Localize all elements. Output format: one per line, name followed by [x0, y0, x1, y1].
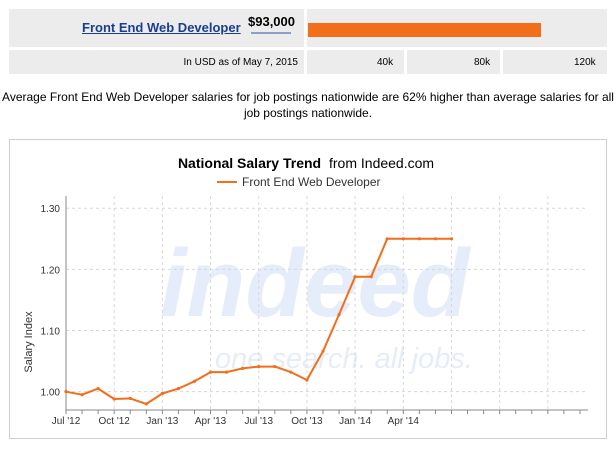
series-point	[433, 237, 438, 241]
salary-underline	[251, 32, 291, 34]
series-point	[305, 378, 309, 382]
chart-title: National Salary Trend from Indeed.com	[178, 155, 434, 171]
series-point	[80, 393, 84, 397]
series-point	[144, 402, 148, 406]
chart-panel: indeed one search. all jobs. National Sa…	[9, 139, 607, 439]
y-tick-label: 1.20	[41, 265, 61, 276]
y-tick-label: 1.00	[41, 388, 61, 399]
x-tick-label: Oct '13	[291, 416, 323, 427]
x-tick-label: Jul '12	[52, 416, 81, 427]
series-point	[369, 275, 373, 279]
series-point	[225, 370, 229, 374]
as-of-date: In USD as of May 7, 2015	[183, 57, 298, 68]
chart-title-main: National Salary Trend	[178, 155, 321, 171]
series-point	[353, 275, 357, 279]
y-tick-label: 1.30	[41, 204, 61, 215]
salary-label-cell	[9, 9, 304, 47]
series-point	[112, 397, 116, 401]
series-point	[417, 237, 421, 241]
scale-cell-40k	[307, 50, 404, 74]
y-tick-label: 1.10	[41, 327, 61, 338]
salary-trend-chart: indeed one search. all jobs. National Sa…	[23, 155, 588, 427]
x-tick-label: Apr '13	[195, 416, 227, 427]
legend-label: Front End Web Developer	[242, 175, 381, 189]
series-point	[208, 370, 213, 374]
scale-tick-80k: 80k	[474, 57, 491, 68]
series-point	[449, 237, 454, 241]
x-tick-label: Jan '14	[339, 416, 371, 427]
x-tick-label: Jul '13	[244, 416, 273, 427]
scale-tick-40k: 40k	[377, 57, 394, 68]
series-point	[289, 370, 293, 374]
series	[64, 237, 454, 406]
series-point	[273, 364, 277, 369]
x-tick-label: Oct '12	[98, 416, 130, 427]
series-point	[321, 349, 325, 353]
salary-bar	[308, 23, 541, 37]
series-point	[385, 237, 389, 241]
chart-title-suffix: from Indeed.com	[329, 155, 434, 171]
series-point	[128, 396, 132, 400]
as-of-cell	[9, 50, 304, 74]
grid	[65, 196, 588, 410]
salary-value[interactable]: $93,000	[248, 14, 295, 29]
watermark-logo: indeed	[160, 230, 472, 337]
scale-tick-120k: 120k	[574, 57, 596, 68]
axes: 1.00 1.10 1.20 1.30 Jul '12 Oct '12 Jan '13 Apr…	[41, 196, 588, 427]
job-title-link[interactable]: Front End Web Developer	[82, 20, 241, 35]
series-point	[337, 313, 341, 317]
x-tick-label: Apr '14	[388, 416, 420, 427]
scale-cell-120k	[503, 50, 607, 74]
series-point	[192, 379, 197, 383]
series-point	[160, 391, 164, 396]
series-point	[176, 387, 181, 391]
series-point	[241, 366, 245, 371]
chart-legend[interactable]: Front End Web Developer	[217, 175, 381, 189]
series-point	[401, 237, 405, 241]
indeed-watermark: indeed one search. all jobs.	[160, 230, 473, 375]
x-tick-label: Jan '13	[146, 416, 178, 427]
summary-text: Average Front End Web Developer salaries…	[2, 90, 614, 120]
scale-cell-80k	[407, 50, 500, 74]
series-point	[257, 364, 261, 369]
series-point	[64, 390, 68, 394]
watermark-tagline: one search. all jobs.	[215, 343, 473, 375]
series-point	[96, 387, 100, 391]
y-axis-label: Salary Index	[23, 311, 35, 373]
